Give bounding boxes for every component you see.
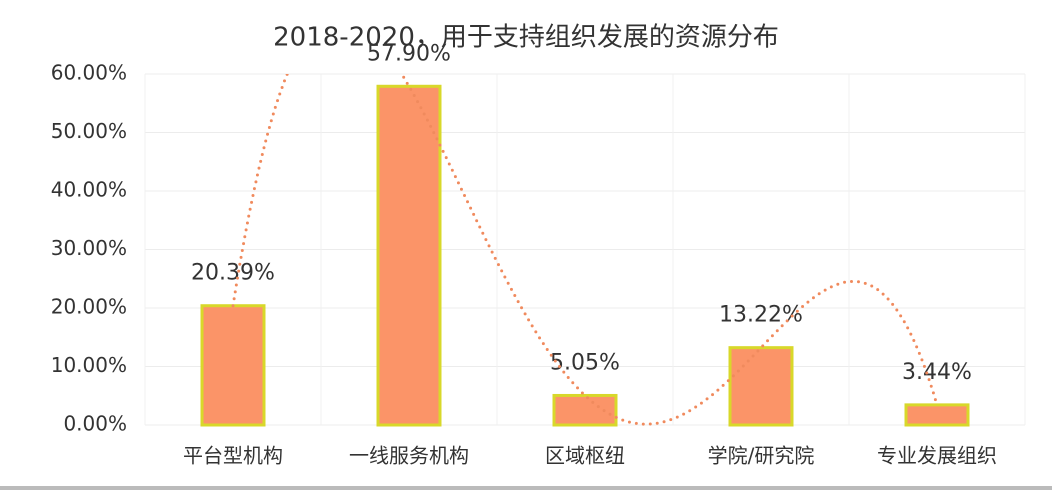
value-label: 20.39% (191, 261, 275, 286)
trendline (231, 74, 939, 426)
y-tick-label: 40.00% (51, 178, 127, 202)
bar (904, 403, 970, 427)
bar (200, 304, 266, 427)
y-tick-label: 0.00% (63, 412, 127, 436)
value-label: 5.05% (550, 350, 620, 375)
value-label: 13.22% (719, 303, 803, 328)
value-label: 57.90% (367, 41, 451, 66)
x-tick-label: 学院/研究院 (708, 444, 815, 468)
bar (728, 346, 794, 427)
y-tick-label: 50.00% (51, 119, 127, 143)
x-tick-label: 专业发展组织 (877, 444, 997, 468)
value-label: 3.44% (902, 360, 972, 385)
x-tick-label: 平台型机构 (183, 444, 283, 468)
y-tick-label: 30.00% (51, 236, 127, 260)
y-tick-label: 60.00% (51, 61, 127, 85)
y-tick-label: 20.00% (51, 295, 127, 319)
x-tick-label: 一线服务机构 (349, 444, 469, 468)
bar (376, 84, 442, 427)
y-tick-label: 10.00% (51, 353, 127, 377)
bar (552, 393, 618, 427)
x-tick-label: 区域枢纽 (545, 444, 625, 468)
chart-title: 2018-2020，用于支持组织发展的资源分布 (273, 23, 779, 53)
